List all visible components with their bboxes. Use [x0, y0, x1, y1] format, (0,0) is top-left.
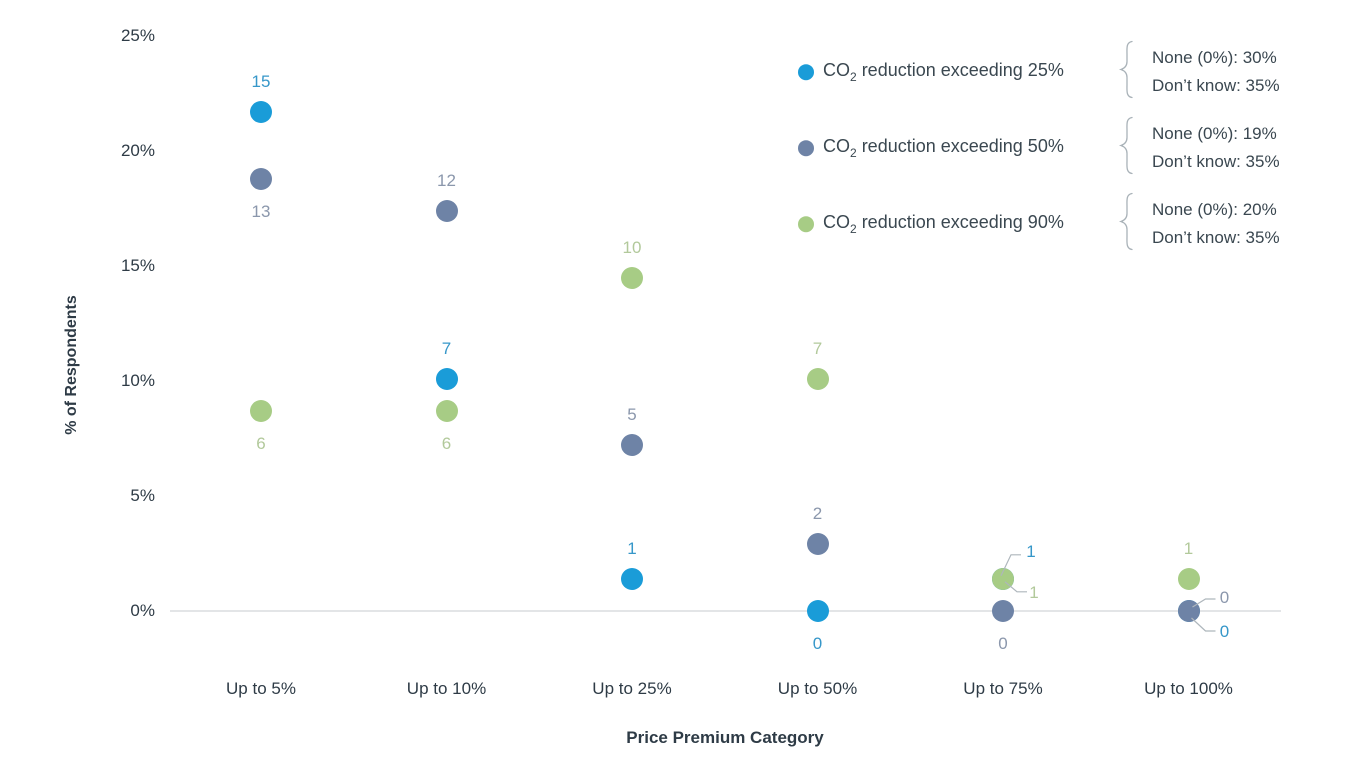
data-point-series2: [1177, 600, 1200, 622]
data-point-value: 7: [441, 338, 452, 358]
data-point-series1: [250, 100, 272, 123]
data-point-value: 6: [441, 433, 452, 453]
data-point-value: 0: [812, 634, 823, 653]
data-point-value: 6: [256, 433, 266, 453]
brace-icon: [1118, 192, 1134, 257]
data-point-series3: [1177, 567, 1200, 590]
legend-item-series3: CO2 reduction exceeding 90%: [798, 212, 1064, 236]
legend-dot-icon: [798, 216, 814, 232]
leader-line: [1191, 617, 1216, 632]
annotation-dont-know: Don’t know: 35%: [1152, 152, 1280, 171]
annotation-none: None (0%): 19%: [1152, 124, 1277, 143]
data-point-value: 1: [1029, 582, 1039, 602]
data-point-series1: [435, 367, 458, 390]
legend-item-series2: CO2 reduction exceeding 50%: [798, 136, 1064, 160]
data-point-value: 1: [627, 538, 637, 558]
y-tick-label: 15%: [120, 256, 155, 275]
data-point-series1: [621, 567, 643, 590]
x-tick-label: Up to 5%: [226, 679, 296, 698]
data-point-value: 0: [998, 634, 1008, 653]
y-tick-label: 20%: [120, 141, 155, 160]
legend-dot-icon: [798, 140, 814, 156]
brace-icon: [1118, 40, 1134, 105]
legend-dot-icon: [798, 64, 814, 80]
legend-label: CO2 reduction exceeding 90%: [823, 212, 1064, 236]
legend-item-series1: CO2 reduction exceeding 25%: [798, 60, 1064, 84]
y-axis-title: % of Respondents: [63, 295, 80, 435]
legend-label: CO2 reduction exceeding 25%: [823, 60, 1064, 84]
data-point-series2: [435, 199, 458, 222]
x-tick-label: Up to 75%: [963, 679, 1043, 698]
data-point-series2: [992, 600, 1014, 622]
data-point-value: 10: [622, 237, 642, 257]
data-point-value: 0: [1219, 622, 1230, 641]
x-axis-title: Price Premium Category: [626, 728, 824, 747]
brace-icon: [1118, 116, 1134, 181]
data-point-series3: [435, 399, 458, 422]
annotation-none: None (0%): 20%: [1152, 200, 1277, 219]
data-point-value: 1: [1026, 541, 1036, 561]
y-tick-label: 5%: [130, 486, 155, 505]
data-point-value: 2: [812, 504, 823, 524]
data-point-value: 15: [251, 71, 271, 91]
annotation-dont-know: Don’t know: 35%: [1152, 76, 1280, 95]
data-point-series2: [806, 533, 829, 556]
annotation-dont-know: Don’t know: 35%: [1152, 228, 1280, 247]
data-point-series3: [250, 399, 272, 422]
x-axis-line: [170, 610, 1281, 612]
data-point-value: 12: [437, 170, 456, 190]
data-point-series3: [621, 266, 643, 289]
x-tick-label: Up to 50%: [777, 679, 858, 698]
data-point-series1: [806, 600, 829, 622]
x-tick-label: Up to 100%: [1144, 679, 1233, 698]
data-point-value: 13: [251, 201, 271, 221]
y-tick-label: 0%: [130, 601, 155, 620]
x-tick-label: Up to 25%: [592, 679, 672, 698]
annotation-none: None (0%): 30%: [1152, 48, 1277, 67]
data-point-series3: [806, 367, 829, 390]
y-tick-label: 25%: [120, 26, 155, 45]
data-point-value: 1: [1183, 538, 1194, 558]
data-point-value: 7: [812, 338, 823, 358]
y-tick-label: 10%: [120, 371, 155, 390]
data-point-series3: [992, 567, 1014, 590]
data-point-value: 5: [627, 405, 637, 425]
data-point-value: 0: [1219, 588, 1230, 607]
legend-label: CO2 reduction exceeding 50%: [823, 136, 1064, 160]
data-point-series2: [621, 434, 643, 457]
x-tick-label: Up to 10%: [406, 679, 487, 698]
data-point-series2: [250, 167, 272, 190]
